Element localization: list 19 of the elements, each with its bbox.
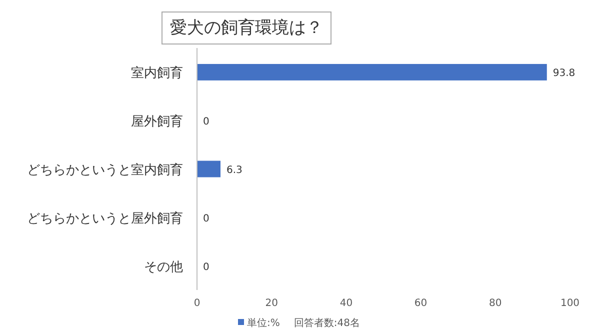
chart-title: 愛犬の飼育環境は？ [170,18,323,38]
y-tick-label: どちらかというと室内飼育 [27,162,183,178]
x-tick-label: 80 [489,298,502,309]
x-tick-label: 0 [194,298,200,309]
y-tick-label: 室内飼育 [131,65,183,82]
x-tick-label: 40 [340,298,353,309]
x-tick-label: 100 [560,298,580,309]
data-label: 6.3 [226,165,242,176]
legend-label: 単位:% [247,317,280,329]
data-label: 0 [203,262,210,273]
y-tick-label: どちらかというと屋外飼育 [27,210,183,226]
data-label: 0 [203,213,210,224]
y-tick-label: その他 [144,260,183,275]
data-label: 93.8 [552,68,576,80]
x-tick-label: 60 [414,298,428,309]
y-tick-label: 屋外飼育 [131,114,183,130]
data-label: 0 [203,116,210,128]
text: 回答者数:48名 [294,317,360,329]
x-tick-label: 20 [265,298,278,309]
